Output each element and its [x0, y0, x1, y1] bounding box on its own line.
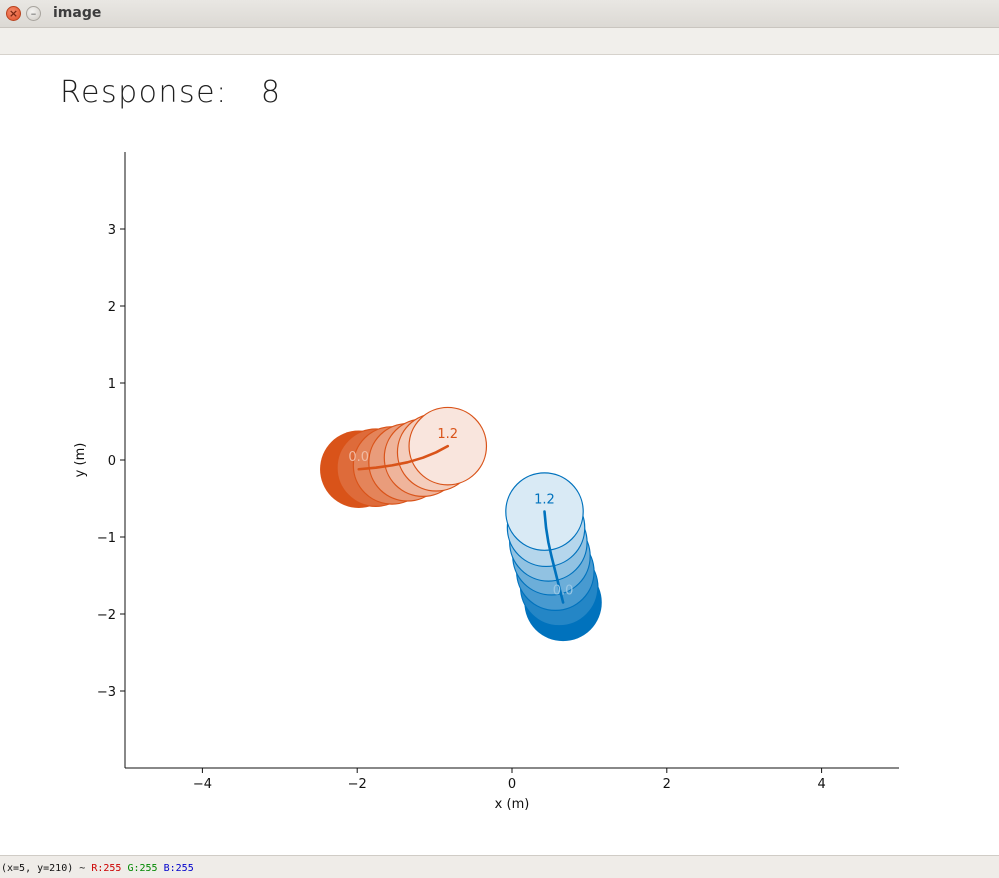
x-tick-label-2: 0 — [508, 777, 516, 792]
y-tick-label-5: 2 — [108, 300, 116, 315]
image-canvas — [0, 55, 999, 855]
agent-1-start-label: 0.0 — [553, 583, 574, 598]
x-tick-label-3: 2 — [663, 777, 671, 792]
status-blue: B:255 — [163, 863, 194, 874]
agent-0-trajectory-line — [357, 444, 450, 471]
agent-0-start-label: 0.0 — [348, 450, 369, 465]
close-icon[interactable]: × — [6, 6, 21, 21]
y-tick-label-3: 0 — [108, 454, 116, 469]
x-tick-label-1: −2 — [348, 777, 367, 792]
minimize-icon[interactable]: – — [26, 6, 41, 21]
y-tick-label-0: −3 — [97, 685, 116, 700]
status-red: R:255 — [91, 863, 122, 874]
agent-1-trajectory-line — [543, 510, 565, 604]
toolbar — [0, 28, 999, 55]
x-tick-label-4: 4 — [817, 777, 825, 792]
status-coords: (x=5, y=210) ~ — [1, 863, 86, 874]
response-label: Response: — [60, 75, 228, 110]
window-title: image — [53, 5, 102, 21]
status-green: G:255 — [127, 863, 158, 874]
agent-0-end-label: 1.2 — [437, 427, 458, 442]
y-tick-label-1: −2 — [97, 608, 116, 623]
title-bar: × – image — [0, 0, 999, 28]
x-tick-label-0: −4 — [193, 777, 212, 792]
agent-1-end-label: 1.2 — [534, 493, 555, 508]
status-text: (x=5, y=210) ~ R:255 G:255 B:255 — [1, 863, 194, 874]
x-axis-label: x (m) — [495, 797, 530, 812]
y-axis-label: y (m) — [73, 443, 88, 478]
response-text: Response: 8 — [60, 75, 281, 110]
y-tick-label-2: −1 — [97, 531, 116, 546]
status-bar: (x=5, y=210) ~ R:255 G:255 B:255 — [0, 855, 999, 878]
y-tick-label-6: 3 — [108, 223, 116, 238]
response-value: 8 — [260, 75, 282, 110]
y-tick-label-4: 1 — [108, 377, 116, 392]
